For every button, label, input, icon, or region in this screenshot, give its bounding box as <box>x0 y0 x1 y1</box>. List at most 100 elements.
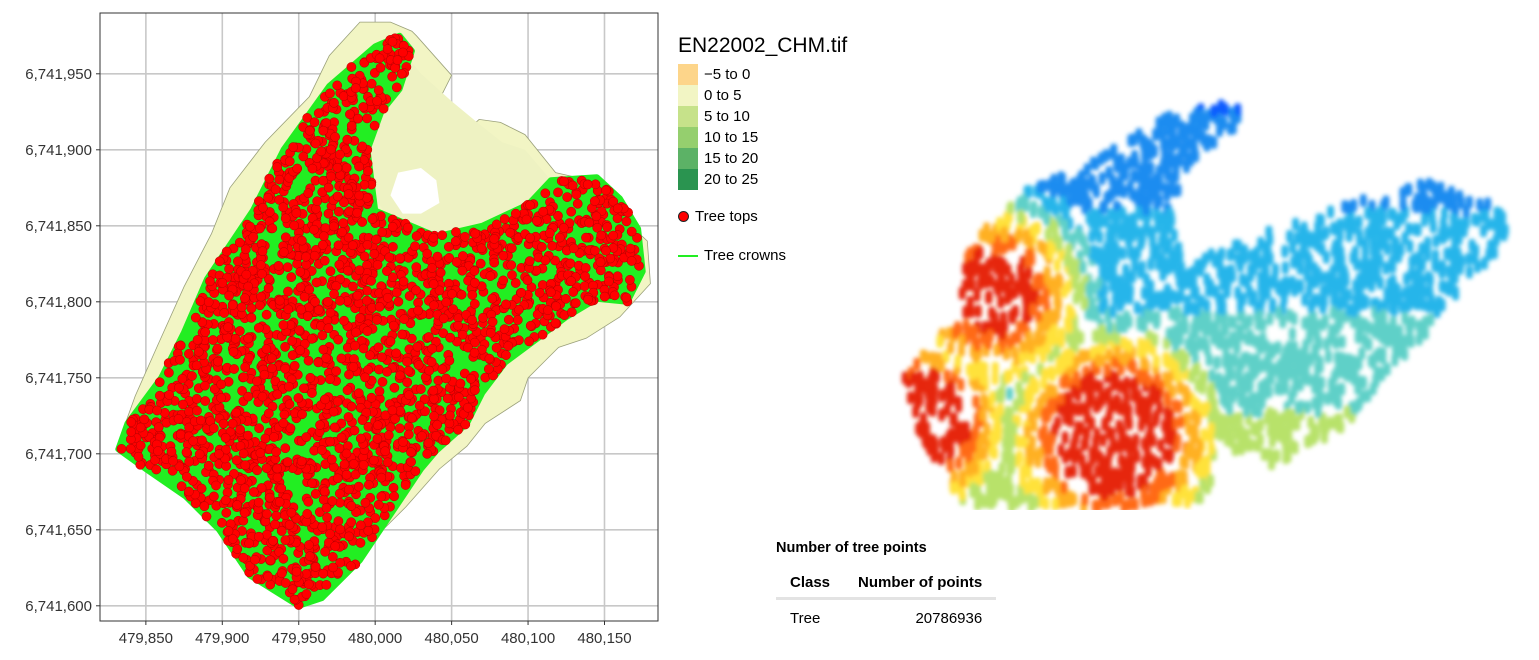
cloud-point <box>1163 283 1171 297</box>
cloud-point <box>1278 284 1286 298</box>
cloud-point <box>1386 277 1394 291</box>
tree-top-point <box>602 222 613 232</box>
cloud-point <box>1021 435 1029 449</box>
cloud-point <box>1155 179 1163 193</box>
tree-top-point <box>378 103 389 114</box>
y-tick-label: 6,741,650 <box>25 522 92 539</box>
cloud-point <box>1065 320 1073 334</box>
tree-top-point <box>373 85 384 96</box>
tree-top-point <box>353 113 363 124</box>
tree-top-point <box>387 71 398 82</box>
cloud-point <box>1078 350 1086 364</box>
cloud-point <box>1401 311 1409 325</box>
cloud-point <box>966 259 974 273</box>
cloud-point <box>1099 433 1107 447</box>
tree-top-point <box>376 491 387 502</box>
cloud-point <box>1246 314 1253 328</box>
cloud-point <box>981 321 989 334</box>
tree-top-point <box>320 223 331 233</box>
tree-top-point <box>374 53 385 64</box>
tree-top-point <box>377 227 387 238</box>
cell-number-of-points: 20786936 <box>915 610 983 627</box>
cloud-point <box>1006 441 1014 455</box>
cloud-point <box>1327 205 1335 219</box>
y-tick-label: 6,741,750 <box>25 370 92 387</box>
tree-top-point <box>463 402 473 413</box>
tree-top-point <box>292 163 303 174</box>
tree-top-point <box>326 171 336 182</box>
tree-top-point <box>280 578 291 588</box>
y-tick-label: 6,741,700 <box>25 446 92 463</box>
tree-top-point <box>164 367 174 378</box>
cloud-point <box>1236 437 1244 451</box>
cloud-point <box>1406 330 1414 344</box>
tree-top-point <box>388 320 399 331</box>
cloud-point <box>929 351 937 365</box>
cloud-point <box>1395 290 1403 303</box>
tree-top-point <box>601 185 611 196</box>
tree-top-point <box>568 287 579 297</box>
tree-top-point <box>238 372 249 383</box>
cloud-point <box>1293 231 1301 245</box>
tree-top-point <box>579 281 590 291</box>
tree-top-point <box>310 297 320 307</box>
cloud-point <box>1135 206 1143 219</box>
tree-top-point <box>621 216 632 227</box>
cloud-point <box>931 444 939 458</box>
cloud-point <box>1028 225 1036 239</box>
cloud-point <box>1177 289 1185 303</box>
tree-top-point <box>384 252 395 263</box>
cloud-point <box>1456 190 1464 203</box>
cloud-point <box>1018 491 1026 505</box>
cloud-point <box>1311 343 1319 357</box>
cloud-point <box>1106 320 1114 334</box>
tree-top-point <box>325 529 335 539</box>
tree-top-point <box>274 295 285 306</box>
tree-top-point <box>483 364 494 374</box>
tree-top-point <box>317 522 328 532</box>
cloud-point <box>1359 263 1367 277</box>
tree-top-point <box>553 210 563 221</box>
cloud-point <box>1101 283 1109 297</box>
tree-top-point <box>458 251 468 261</box>
tree-top-point <box>248 232 259 242</box>
cloud-point <box>1118 294 1126 308</box>
tree-top-point <box>173 414 184 424</box>
tree-top-point <box>326 454 337 465</box>
cloud-point <box>1006 369 1014 383</box>
tree-top-point <box>167 465 178 476</box>
tree-top-point <box>609 290 620 301</box>
tree-top-point <box>243 281 254 292</box>
cloud-point <box>1117 362 1125 376</box>
tree-top-point <box>175 354 185 365</box>
tree-top-point <box>400 480 411 490</box>
x-axis-ticks: 479,850 479,900 479,950 480,000 480,050 480,1… <box>119 621 632 647</box>
tree-top-point <box>240 362 251 373</box>
cloud-point <box>1374 260 1382 273</box>
legend-tree-crowns-label: Tree crowns <box>704 247 786 264</box>
cloud-point <box>937 452 945 466</box>
cloud-point <box>1058 393 1066 406</box>
point-cloud-3d-view <box>901 99 1509 510</box>
cloud-point <box>1008 461 1016 475</box>
cloud-point <box>1226 122 1234 136</box>
tree-top-point <box>395 370 405 381</box>
cloud-point <box>1192 129 1200 142</box>
cloud-point <box>1001 229 1009 243</box>
tree-top-point <box>238 448 249 459</box>
cloud-point <box>1110 262 1117 276</box>
cloud-point <box>995 423 1003 437</box>
cloud-point <box>1214 376 1222 390</box>
tree-top-point <box>289 360 300 371</box>
tree-top-point <box>313 357 324 368</box>
tree-top-point <box>498 275 509 286</box>
cloud-point <box>1195 445 1203 459</box>
cloud-point <box>1182 384 1190 398</box>
tree-top-point <box>343 232 354 243</box>
cloud-point <box>1333 256 1341 270</box>
cloud-point <box>1162 352 1170 366</box>
cloud-point <box>1355 228 1363 242</box>
tree-top-point <box>200 327 211 337</box>
cloud-point <box>941 440 949 454</box>
cloud-point <box>981 373 989 387</box>
